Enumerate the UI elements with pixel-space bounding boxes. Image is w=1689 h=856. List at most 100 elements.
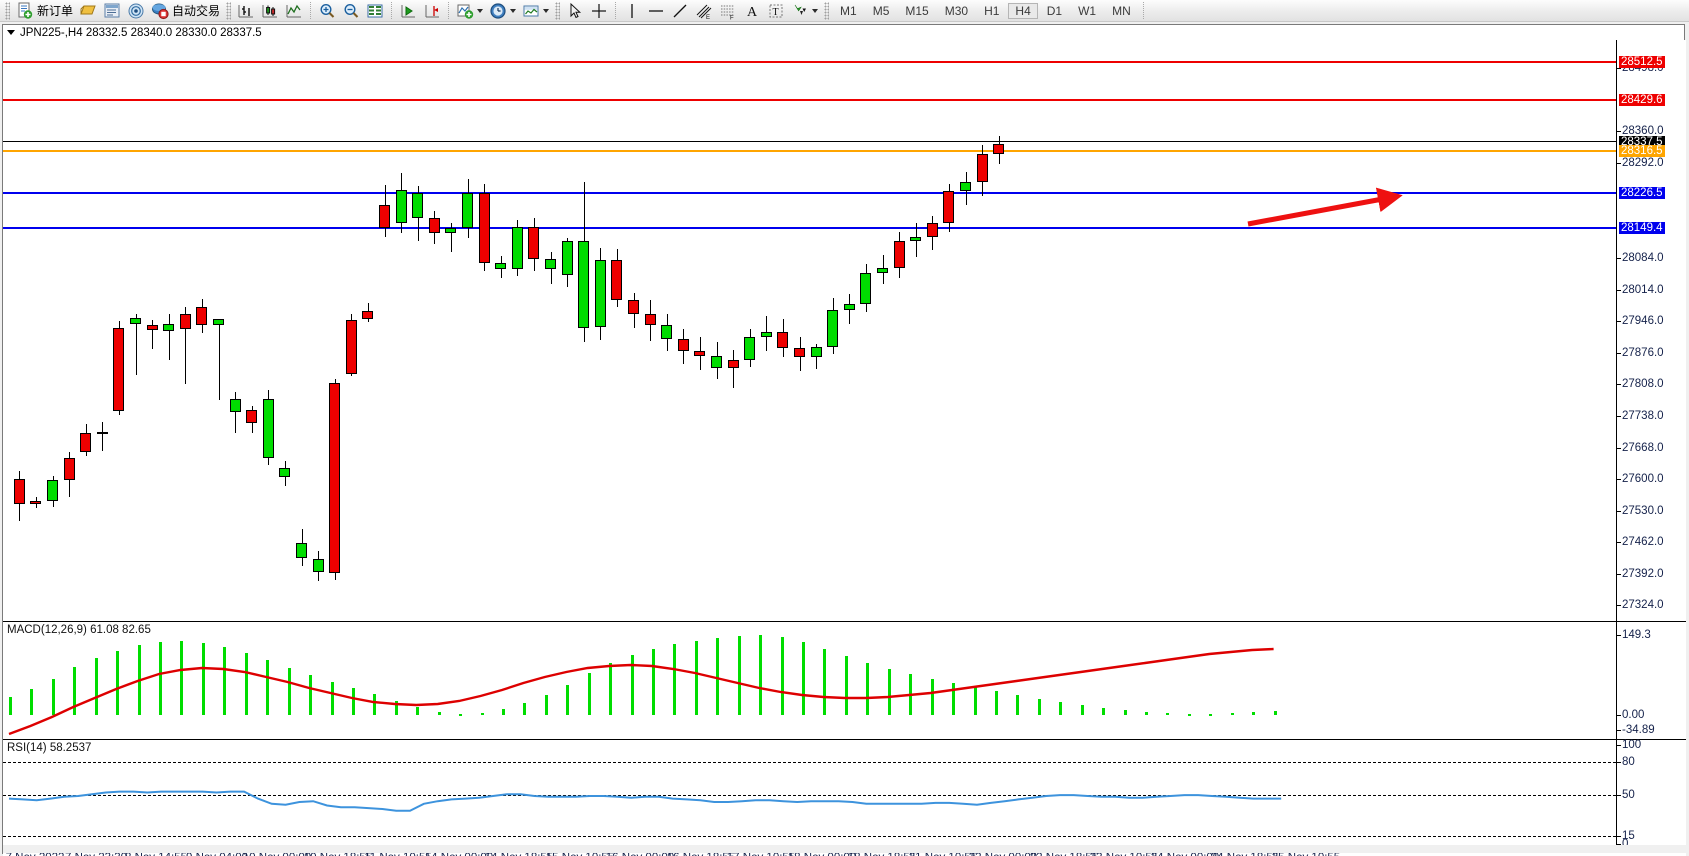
candle-wick [136, 314, 137, 375]
toolbar-grip-3[interactable] [555, 1, 561, 20]
vertical-line-button[interactable] [620, 1, 644, 21]
macd-panel[interactable]: MACD(12,26,9) 61.08 82.65 149.3 0.00 -34.8… [3, 621, 1686, 739]
level-badge-28149[interactable]: 28149.4 [1619, 221, 1665, 234]
signals-button[interactable] [124, 1, 148, 21]
chevron-down-icon[interactable] [543, 8, 550, 13]
level-badge-28429[interactable]: 28429.6 [1619, 93, 1665, 106]
toolbar-grip-2[interactable] [226, 1, 232, 20]
auto-trading-button[interactable]: 自动交易 [148, 1, 223, 21]
cursor-button[interactable] [563, 1, 587, 21]
horizontal-scrollbar[interactable] [3, 845, 1686, 853]
channel-icon: E [695, 2, 713, 21]
support-line-28226[interactable] [3, 191, 1616, 194]
bar-chart-button[interactable] [234, 1, 258, 21]
level-badge-28316[interactable]: 28316.5 [1619, 145, 1665, 158]
cursor-arrow-icon [566, 2, 584, 20]
candlestick-chart-button[interactable] [258, 1, 282, 21]
timeframe-mn[interactable]: MN [1112, 3, 1131, 18]
auto-scroll-button[interactable] [396, 1, 420, 21]
templates-button[interactable] [519, 1, 552, 21]
candle-body [346, 319, 357, 374]
pivot-line-28316[interactable] [3, 150, 1616, 153]
timeframe-m1[interactable]: M1 [840, 3, 857, 18]
level-badge-28512[interactable]: 28512.5 [1619, 55, 1665, 68]
macd-histogram-bar [95, 658, 98, 715]
svg-text:E: E [706, 15, 710, 20]
time-tick-label: 22 Nov 18:55 [1030, 852, 1098, 856]
data-window-button[interactable] [363, 1, 387, 21]
candle-body [960, 181, 971, 191]
timeframe-h1[interactable]: H1 [984, 3, 1000, 18]
candle-body [30, 501, 41, 504]
fibonacci-button[interactable]: F [716, 1, 740, 21]
rsi-panel[interactable]: RSI(14) 58.2537 100 80 50 15 0 [3, 739, 1686, 850]
timeframe-w1[interactable]: W1 [1078, 3, 1097, 18]
macd-histogram-bar [1145, 712, 1148, 715]
macd-histogram-bar [223, 647, 226, 715]
new-order-button[interactable]: 新订单 [13, 1, 76, 21]
equidistant-channel-button[interactable]: E [692, 1, 716, 21]
macd-histogram-bar [459, 714, 462, 716]
chart-shift-button[interactable] [420, 1, 444, 21]
toolbar-grip[interactable] [5, 1, 10, 20]
shapes-button[interactable] [788, 1, 821, 21]
line-chart-button[interactable] [282, 1, 306, 21]
macd-histogram-bar [1166, 713, 1169, 715]
zoom-in-button[interactable] [315, 1, 339, 21]
chevron-down-icon[interactable] [477, 8, 484, 13]
indicators-button[interactable] [453, 1, 486, 21]
timeframe-m5[interactable]: M5 [872, 3, 890, 18]
crosshair-icon [590, 2, 608, 20]
chart-titlebar: JPN225-,H4 28332.5 28340.0 28330.0 28337… [3, 25, 1684, 40]
zoom-out-button[interactable] [339, 1, 363, 21]
trendline-button[interactable] [668, 1, 692, 21]
price-tick-label: 28360.0 [1622, 125, 1664, 138]
chevron-down-icon[interactable] [510, 8, 517, 13]
current-price-line[interactable] [3, 140, 1616, 142]
price-tick [1617, 289, 1621, 291]
text-label-button[interactable]: T [764, 1, 788, 21]
candle-body [744, 337, 755, 361]
resistance-line-28512[interactable] [3, 60, 1616, 63]
price-plot[interactable] [3, 40, 1616, 621]
macd-histogram-bar [288, 668, 291, 715]
macd-histogram-bar [802, 642, 805, 715]
triangle-down-icon[interactable] [7, 30, 15, 35]
text-button[interactable]: A [740, 1, 764, 21]
timeframe-m30[interactable]: M30 [944, 3, 969, 18]
expert-advisors-button[interactable] [76, 1, 100, 21]
chevron-down-icon[interactable] [812, 8, 819, 13]
price-tick [1617, 131, 1621, 133]
candle-body [728, 360, 739, 368]
timeframe-d1[interactable]: D1 [1046, 3, 1063, 18]
bullish-arrow[interactable] [3, 40, 1616, 621]
level-badge-28226[interactable]: 28226.5 [1619, 186, 1665, 199]
time-tick-label: 14 Nov 00:00 [425, 852, 493, 856]
macd-histogram-bar [866, 663, 869, 715]
macd-histogram-bar [373, 694, 376, 715]
timeframe-m15[interactable]: M15 [905, 3, 929, 18]
macd-histogram-bar [416, 707, 419, 715]
rsi-tick [1617, 795, 1621, 796]
resistance-line-28429[interactable] [3, 98, 1616, 101]
metaeditor-button[interactable] [100, 1, 124, 21]
candle-body [180, 314, 191, 330]
price-badge-28337[interactable]: 28337.5 [1619, 135, 1665, 148]
price-panel[interactable]: 28498.0 28360.0 28292.0 28084.0 28014.0 27946… [3, 40, 1686, 621]
macd-histogram-bar [588, 673, 591, 715]
candle-body [545, 258, 556, 269]
chart-window[interactable]: JPN225-,H4 28332.5 28340.0 28330.0 28337… [2, 24, 1686, 856]
periods-button[interactable] [486, 1, 519, 21]
price-tick [1617, 511, 1621, 513]
crosshair-button[interactable] [587, 1, 611, 21]
horizontal-line-button[interactable] [644, 1, 668, 21]
rsi-label: RSI(14) 58.2537 [7, 742, 92, 754]
time-tick-label: 7 Nov 2022 [6, 852, 65, 856]
timeframe-h4[interactable]: H4 [1008, 2, 1038, 19]
toolbar-grip-4[interactable] [824, 1, 830, 20]
support-line-28149[interactable] [3, 226, 1616, 229]
time-tick-label: 15 Nov 10:55 [546, 852, 614, 856]
price-axis[interactable]: 28498.0 28360.0 28292.0 28084.0 28014.0 27946… [1616, 40, 1686, 621]
candle-wick [102, 421, 103, 451]
signal-icon [127, 2, 145, 20]
